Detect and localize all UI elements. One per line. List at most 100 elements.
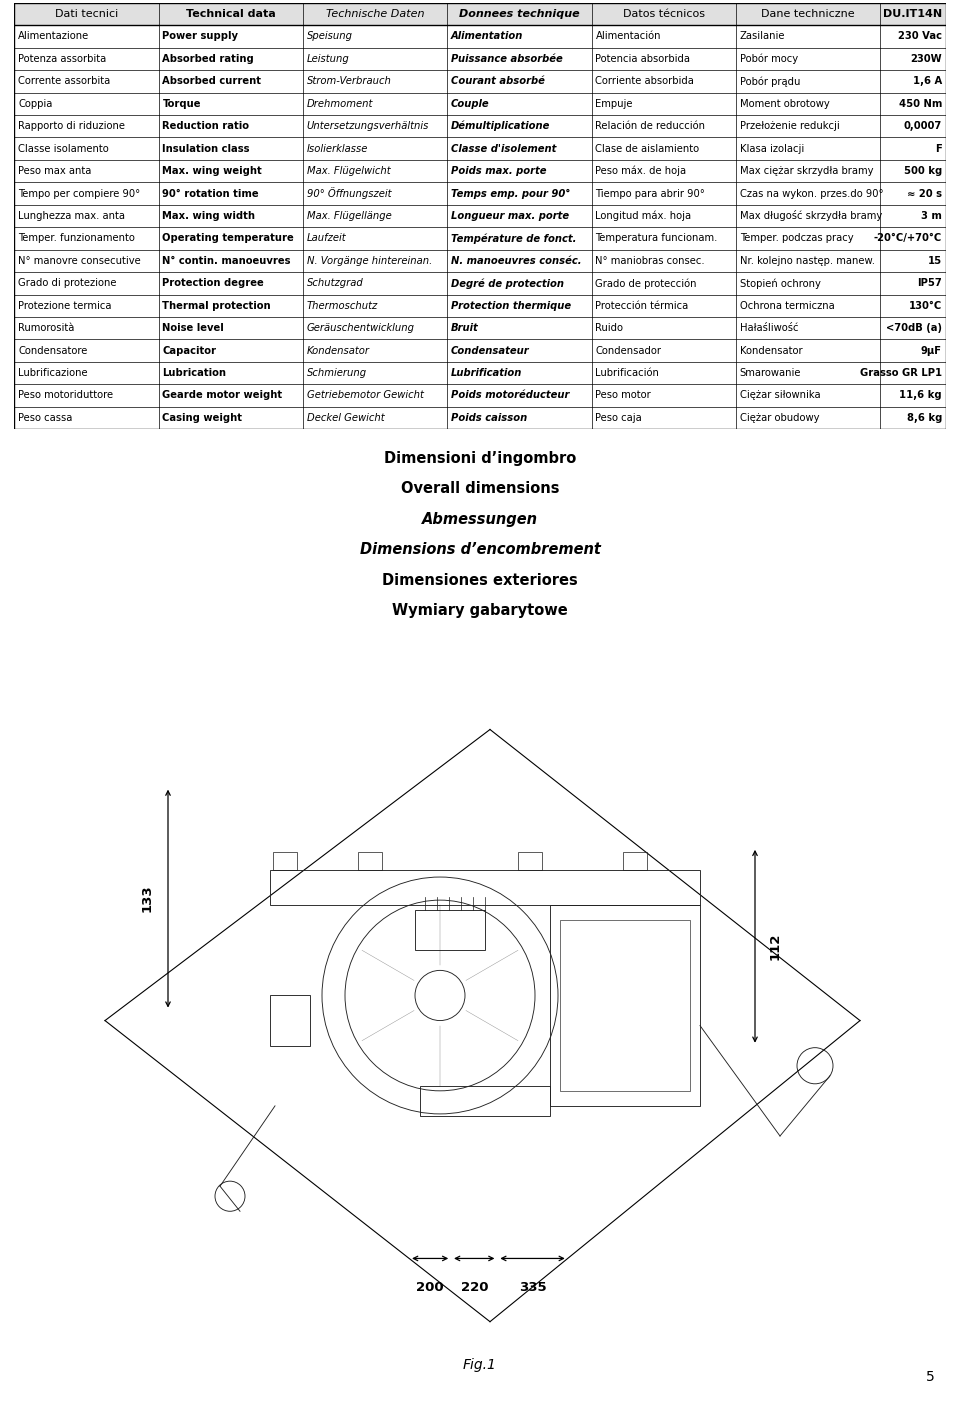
Text: Tiempo para abrir 90°: Tiempo para abrir 90° — [595, 189, 706, 198]
Text: Dane techniczne: Dane techniczne — [761, 8, 855, 20]
Text: 500 kg: 500 kg — [903, 166, 942, 176]
Text: Potencia absorbida: Potencia absorbida — [595, 53, 690, 63]
Text: 220: 220 — [461, 1280, 488, 1293]
Text: Hałaśliwość: Hałaśliwość — [740, 324, 799, 333]
Text: Rapporto di riduzione: Rapporto di riduzione — [18, 121, 125, 131]
Text: F: F — [935, 144, 942, 153]
Text: Max. Flügellänge: Max. Flügellänge — [307, 211, 392, 221]
Text: 1,6 A: 1,6 A — [913, 76, 942, 86]
Text: N. manoeuvres conséc.: N. manoeuvres conséc. — [451, 256, 582, 266]
Text: Rumorosità: Rumorosità — [18, 324, 75, 333]
Text: Donnees technique: Donnees technique — [459, 8, 580, 20]
Text: Peso max anta: Peso max anta — [18, 166, 91, 176]
Text: Dati tecnici: Dati tecnici — [55, 8, 118, 20]
Text: N° manovre consecutive: N° manovre consecutive — [18, 256, 141, 266]
Text: Ciężar siłownika: Ciężar siłownika — [740, 391, 821, 401]
Text: Alimentation: Alimentation — [451, 31, 523, 41]
Text: Condensateur: Condensateur — [451, 346, 530, 356]
Text: Power supply: Power supply — [162, 31, 238, 41]
Text: Ruido: Ruido — [595, 324, 623, 333]
Text: Stopień ochrony: Stopień ochrony — [740, 279, 821, 288]
Text: 8,6 kg: 8,6 kg — [906, 412, 942, 424]
Text: Peso motor: Peso motor — [595, 391, 651, 401]
Text: 5: 5 — [925, 1370, 934, 1384]
Text: 230 Vac: 230 Vac — [898, 31, 942, 41]
Text: Peso máx. de hoja: Peso máx. de hoja — [595, 166, 686, 176]
Text: Empuje: Empuje — [595, 98, 633, 108]
Bar — [518, 853, 542, 870]
Text: <70dB (a): <70dB (a) — [886, 324, 942, 333]
Text: Degré de protection: Degré de protection — [451, 279, 564, 288]
Bar — [358, 853, 382, 870]
Text: Corriente absorbida: Corriente absorbida — [595, 76, 694, 86]
Text: Temper. podczas pracy: Temper. podczas pracy — [740, 234, 853, 243]
Text: Klasa izolacji: Klasa izolacji — [740, 144, 804, 153]
Text: Puissance absorbée: Puissance absorbée — [451, 53, 563, 63]
Text: Peso motoriduttore: Peso motoriduttore — [18, 391, 113, 401]
Text: 133: 133 — [141, 885, 154, 912]
Text: 3 m: 3 m — [921, 211, 942, 221]
Text: Datos técnicos: Datos técnicos — [623, 8, 705, 20]
Text: Tempo per compiere 90°: Tempo per compiere 90° — [18, 189, 140, 198]
Text: Max ciężar skrzydła bramy: Max ciężar skrzydła bramy — [740, 166, 874, 176]
Text: Strom-Verbrauch: Strom-Verbrauch — [307, 76, 392, 86]
Text: Couple: Couple — [451, 98, 490, 108]
Text: 335: 335 — [518, 1280, 546, 1293]
Text: 11,6 kg: 11,6 kg — [900, 391, 942, 401]
Text: Thermal protection: Thermal protection — [162, 301, 271, 311]
Text: Lunghezza max. anta: Lunghezza max. anta — [18, 211, 125, 221]
Text: Kondensator: Kondensator — [307, 346, 370, 356]
Text: Zasilanie: Zasilanie — [740, 31, 785, 41]
Bar — [415, 910, 485, 950]
Text: Grasso GR LP1: Grasso GR LP1 — [860, 369, 942, 378]
Text: Poids max. porte: Poids max. porte — [451, 166, 546, 176]
Text: Technical data: Technical data — [186, 8, 276, 20]
Text: Kondensator: Kondensator — [740, 346, 803, 356]
Text: DU.IT14N: DU.IT14N — [883, 8, 943, 20]
Text: Schutzgrad: Schutzgrad — [307, 279, 364, 288]
Bar — [560, 920, 690, 1090]
Text: Deckel Gewicht: Deckel Gewicht — [307, 412, 384, 424]
Text: 15: 15 — [927, 256, 942, 266]
Text: 9μF: 9μF — [921, 346, 942, 356]
Text: Gearde motor weight: Gearde motor weight — [162, 391, 282, 401]
Text: Dimensioni d’ingombro: Dimensioni d’ingombro — [384, 452, 576, 466]
Text: Pobór mocy: Pobór mocy — [740, 53, 798, 65]
Text: Protección térmica: Protección térmica — [595, 301, 688, 311]
Text: 90° Öffnungszeit: 90° Öffnungszeit — [307, 187, 392, 200]
Text: Dimensiones exteriores: Dimensiones exteriores — [382, 573, 578, 588]
Text: Ochrona termiczna: Ochrona termiczna — [740, 301, 834, 311]
Text: Capacitor: Capacitor — [162, 346, 216, 356]
Text: Absorbed rating: Absorbed rating — [162, 53, 254, 63]
Text: Potenza assorbita: Potenza assorbita — [18, 53, 107, 63]
Text: Max. Flügelwicht: Max. Flügelwicht — [307, 166, 391, 176]
Text: Clase de aislamiento: Clase de aislamiento — [595, 144, 700, 153]
Bar — [273, 853, 297, 870]
Text: Alimentazione: Alimentazione — [18, 31, 89, 41]
Text: Longueur max. porte: Longueur max. porte — [451, 211, 569, 221]
Text: Absorbed current: Absorbed current — [162, 76, 261, 86]
Text: 0,0007: 0,0007 — [903, 121, 942, 131]
Text: Max. wing weight: Max. wing weight — [162, 166, 262, 176]
Text: Peso cassa: Peso cassa — [18, 412, 73, 424]
Text: Nr. kolejno następ. manew.: Nr. kolejno następ. manew. — [740, 256, 875, 266]
Text: -20°C/+70°C: -20°C/+70°C — [874, 234, 942, 243]
Text: Torque: Torque — [162, 98, 201, 108]
Text: Operating temperature: Operating temperature — [162, 234, 294, 243]
Text: Température de fonct.: Température de fonct. — [451, 234, 577, 243]
Text: Lubrication: Lubrication — [162, 369, 227, 378]
Text: Overall dimensions: Overall dimensions — [400, 481, 560, 497]
Text: Alimentación: Alimentación — [595, 31, 661, 41]
Text: Poids caisson: Poids caisson — [451, 412, 527, 424]
Text: Classe isolamento: Classe isolamento — [18, 144, 108, 153]
Text: Abmessungen: Abmessungen — [422, 512, 538, 526]
Text: 90° rotation time: 90° rotation time — [162, 189, 259, 198]
Text: Technische Daten: Technische Daten — [326, 8, 424, 20]
Text: Démultiplicatione: Démultiplicatione — [451, 121, 550, 131]
Text: Max długość skrzydła bramy: Max długość skrzydła bramy — [740, 211, 882, 221]
Text: Pobór prądu: Pobór prądu — [740, 76, 801, 87]
Text: Przełożenie redukcji: Przełożenie redukcji — [740, 121, 840, 131]
Text: Protection degree: Protection degree — [162, 279, 264, 288]
Text: N° contin. manoeuvres: N° contin. manoeuvres — [162, 256, 291, 266]
Text: Courant absorbé: Courant absorbé — [451, 76, 545, 86]
